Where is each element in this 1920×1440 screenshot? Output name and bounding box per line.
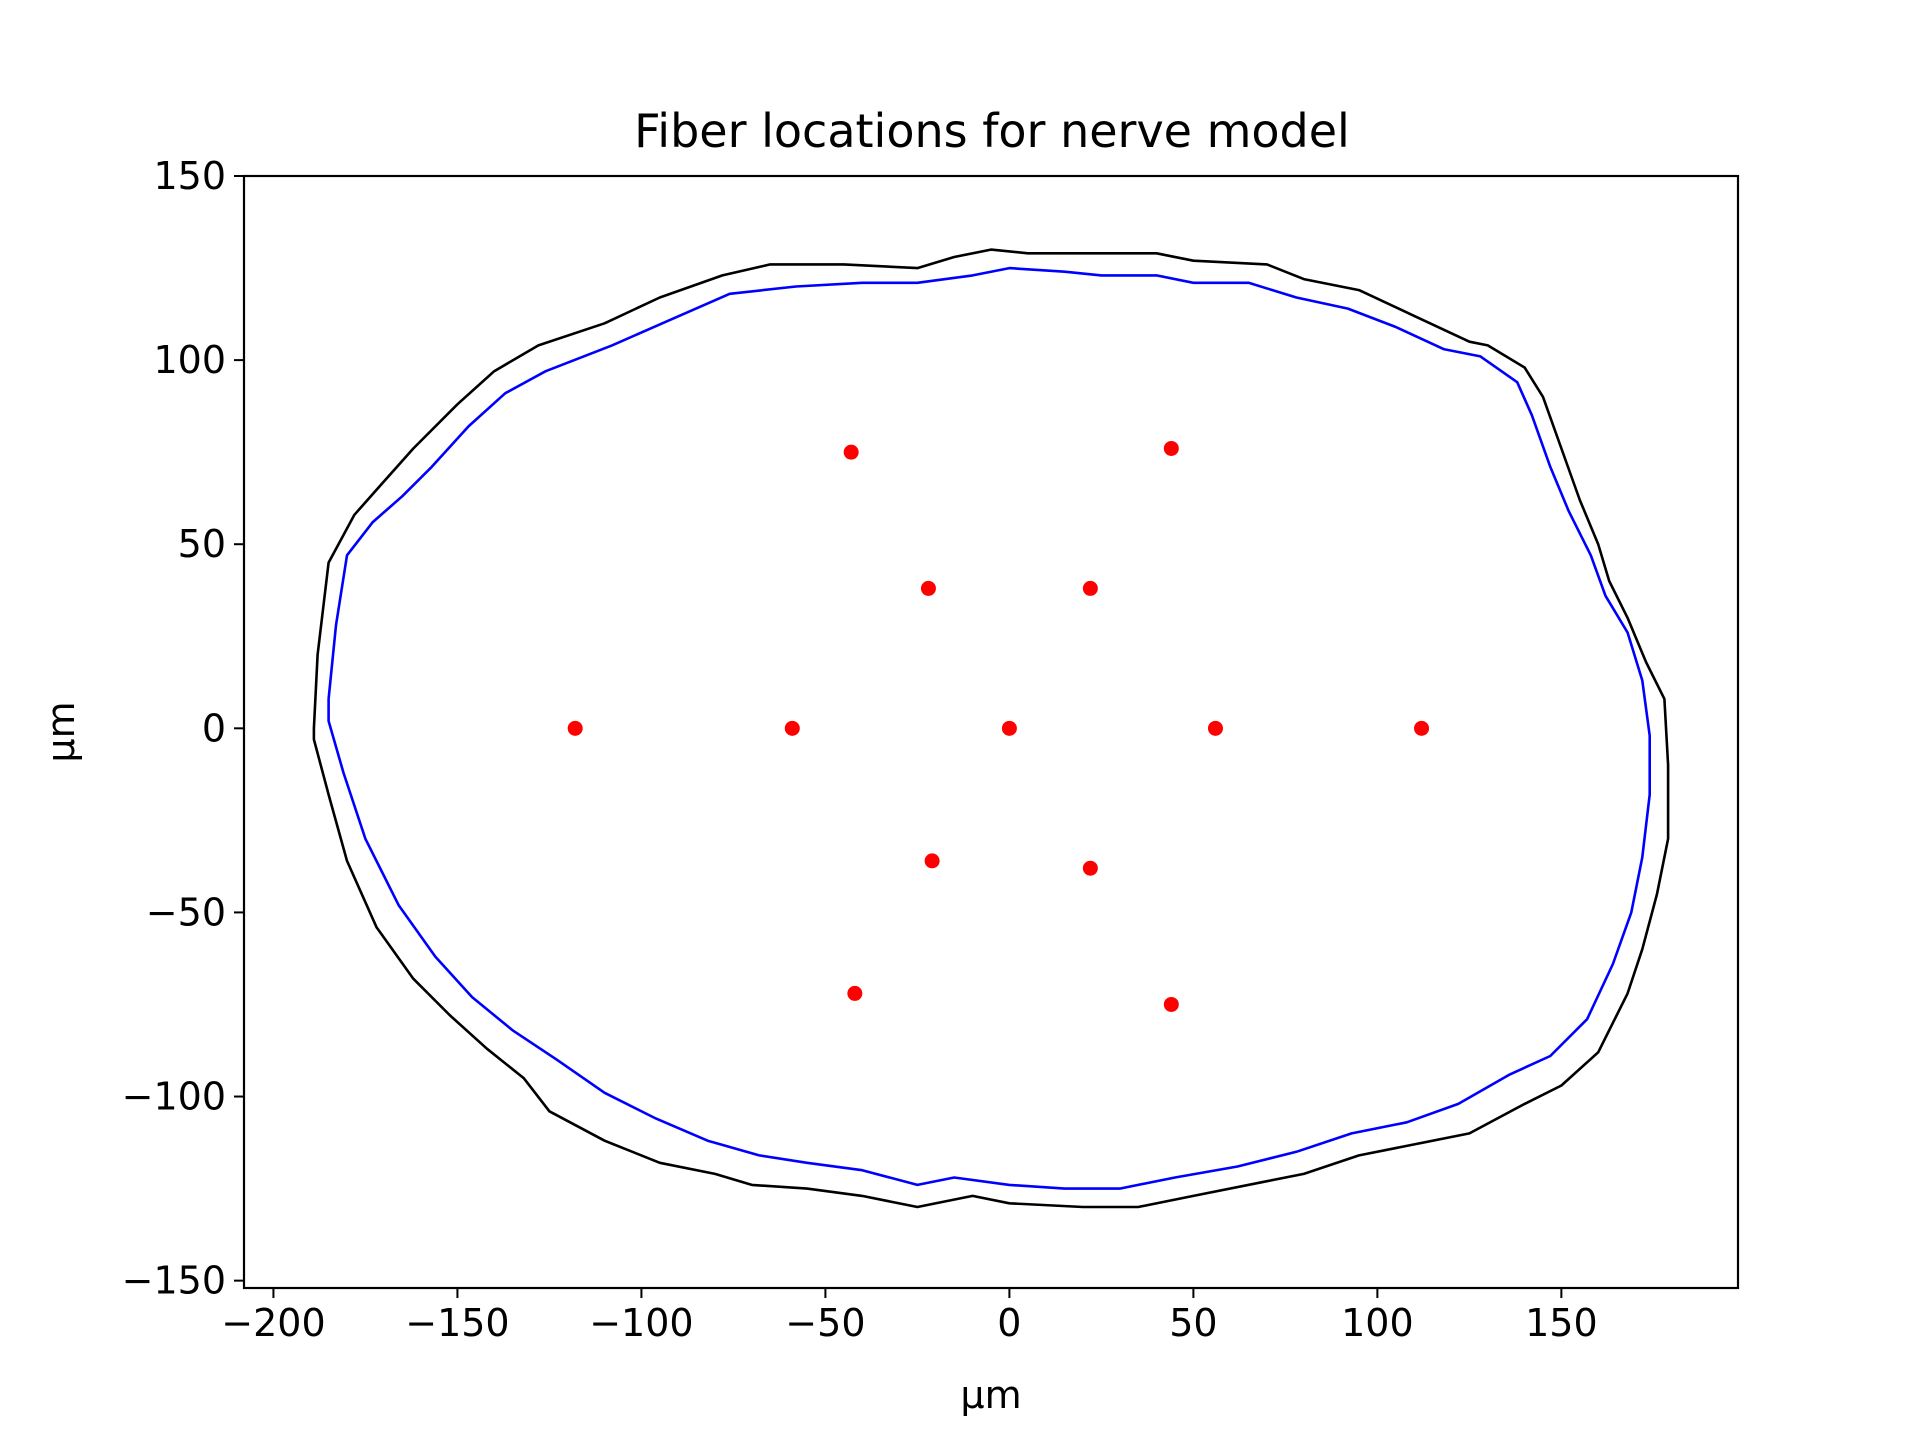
fiber-point — [1001, 720, 1017, 736]
x-tick-label: 100 — [1341, 1301, 1414, 1345]
fiber-point — [1414, 720, 1430, 736]
x-axis-ticks: −200 −150 −100 −50 0 50 100 150 — [221, 1288, 1598, 1345]
x-tick-label: −200 — [221, 1301, 325, 1345]
outer-boundary-line — [312, 248, 1670, 1209]
x-axis-label: µm — [960, 1373, 1021, 1417]
fiber-point — [1082, 860, 1098, 876]
y-axis-label: µm — [39, 701, 83, 762]
fiber-point — [1163, 996, 1179, 1012]
y-tick-label: −150 — [122, 1259, 226, 1303]
x-tick-label: −50 — [785, 1301, 865, 1345]
y-axis-ticks: −150 −100 −50 0 50 100 150 — [122, 154, 244, 1303]
y-tick-label: 50 — [178, 522, 226, 566]
fiber-point — [847, 985, 863, 1001]
fiber-point — [920, 580, 936, 596]
x-tick-label: 150 — [1525, 1301, 1598, 1345]
y-tick-label: 0 — [202, 706, 226, 750]
fiber-point — [784, 720, 800, 736]
inner-boundary-line — [327, 266, 1651, 1190]
x-tick-label: 0 — [997, 1301, 1021, 1345]
fiber-point — [1163, 440, 1179, 456]
fiber-point — [843, 444, 859, 460]
plot-frame — [242, 174, 1740, 1290]
points-layer — [567, 440, 1430, 1012]
x-tick-label: −100 — [589, 1301, 693, 1345]
fiber-point — [567, 720, 583, 736]
y-tick-label: 100 — [153, 338, 226, 382]
x-tick-label: −150 — [405, 1301, 509, 1345]
boundaries-layer — [312, 248, 1670, 1209]
y-tick-label: 150 — [153, 154, 226, 198]
chart-title: Fiber locations for nerve model — [634, 104, 1350, 158]
fiber-point — [1082, 580, 1098, 596]
y-tick-label: −50 — [146, 890, 226, 934]
y-tick-label: −100 — [122, 1075, 226, 1119]
x-tick-label: 50 — [1169, 1301, 1217, 1345]
fiber-point — [924, 853, 940, 869]
fiber-point — [1207, 720, 1223, 736]
